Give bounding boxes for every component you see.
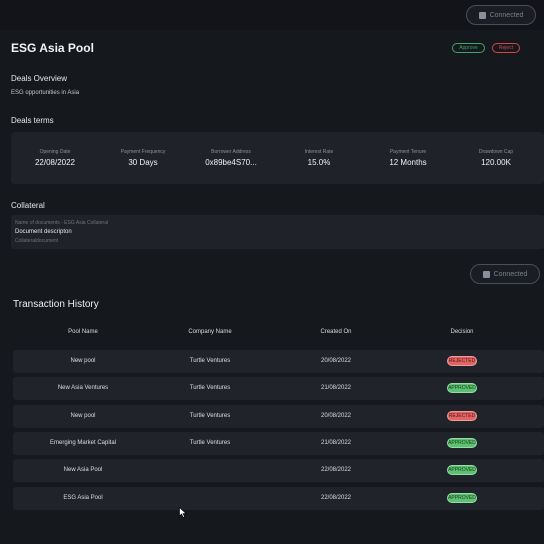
connect-wallet-button[interactable]: Connected bbox=[466, 5, 536, 25]
term-opening-date: Opening Date 22/08/2022 bbox=[15, 149, 95, 167]
status-badge: APPROVED bbox=[447, 383, 477, 393]
term-value: 120.00K bbox=[481, 158, 511, 167]
term-label: Interest Rate bbox=[304, 149, 334, 155]
connect-label: Connected bbox=[493, 270, 528, 278]
cell-created-on: 22/08/2022 bbox=[320, 495, 352, 501]
table-row[interactable]: New pool Turtle Ventures 20/08/2022 REJE… bbox=[13, 405, 544, 428]
table-row[interactable]: New Asia Ventures Turtle Ventures 21/08/… bbox=[13, 377, 544, 400]
table-row[interactable]: ESG Asia Pool 22/08/2022 APPROVED bbox=[13, 487, 544, 510]
column-header-created-on: Created On bbox=[320, 329, 352, 335]
status-badge: APPROVED bbox=[447, 438, 477, 448]
deals-terms-heading: Deals terms bbox=[11, 116, 54, 125]
cell-created-on: 22/08/2022 bbox=[320, 467, 352, 473]
cell-pool-name: New pool bbox=[70, 358, 96, 364]
cell-created-on: 20/08/2022 bbox=[320, 413, 352, 419]
collateral-heading: Collateral bbox=[11, 201, 45, 210]
term-borrower-address: Borrower Address 0x89be4S70... bbox=[191, 149, 271, 167]
collateral-description: Document descripton bbox=[15, 229, 72, 235]
table-row[interactable]: New pool Turtle Ventures 20/08/2022 REJE… bbox=[13, 350, 544, 373]
term-payment-tenure: Payment Tenure 12 Months bbox=[368, 149, 448, 167]
column-header-company-name: Company Name bbox=[188, 329, 232, 335]
term-label: Payment Frequency bbox=[120, 149, 166, 155]
cell-pool-name: Emerging Market Capital bbox=[49, 440, 117, 446]
term-value: 12 Months bbox=[389, 158, 427, 167]
deals-overview-text: ESG opportunities in Asia bbox=[11, 90, 80, 96]
term-label: Drawdown Cap bbox=[478, 149, 514, 155]
cell-pool-name: New pool bbox=[70, 413, 96, 419]
connect-button[interactable]: Connected bbox=[470, 264, 540, 284]
cell-created-on: 20/08/2022 bbox=[320, 358, 352, 364]
mouse-cursor-icon bbox=[179, 507, 187, 518]
cell-created-on: 21/08/2022 bbox=[320, 385, 352, 391]
status-badge: APPROVED bbox=[447, 493, 477, 503]
collateral-name: Name of documents - ESG Asia Collateral bbox=[15, 220, 109, 226]
term-label: Payment Tenure bbox=[389, 149, 427, 155]
cell-company-name: Turtle Ventures bbox=[189, 413, 231, 419]
cell-created-on: 21/08/2022 bbox=[320, 440, 352, 446]
status-badge: REJECTED bbox=[447, 356, 477, 366]
term-value: 15.0% bbox=[307, 158, 331, 167]
term-value: 0x89be4S70... bbox=[205, 158, 257, 167]
transaction-history-title: Transaction History bbox=[13, 299, 99, 310]
connect-label: Connected bbox=[489, 11, 524, 19]
wallet-icon bbox=[482, 270, 490, 278]
page-title: ESG Asia Pool bbox=[11, 41, 94, 55]
term-label: Opening Date bbox=[39, 149, 71, 155]
collateral-card: Name of documents - ESG Asia Collateral … bbox=[11, 215, 544, 249]
column-header-pool-name: Pool Name bbox=[68, 329, 98, 335]
wallet-icon bbox=[478, 11, 486, 19]
deals-terms-card: Opening Date 22/08/2022 Payment Frequenc… bbox=[11, 132, 544, 184]
term-drawdown-cap: Drawdown Cap 120.00K bbox=[456, 149, 536, 167]
table-row[interactable]: New Asia Pool 22/08/2022 APPROVED bbox=[13, 459, 544, 482]
cell-company-name: Turtle Ventures bbox=[189, 440, 231, 446]
approve-button[interactable]: Approve bbox=[452, 43, 485, 53]
term-payment-frequency: Payment Frequency 30 Days bbox=[103, 149, 183, 167]
term-value: 22/08/2022 bbox=[34, 158, 76, 167]
cell-pool-name: ESG Asia Pool bbox=[63, 495, 103, 501]
cell-company-name: Turtle Ventures bbox=[189, 385, 231, 391]
column-header-decision: Decision bbox=[450, 329, 474, 335]
term-label: Borrower Address bbox=[211, 149, 251, 155]
top-bar bbox=[0, 0, 544, 30]
collateral-document-link[interactable]: Collateraldocument bbox=[15, 238, 59, 244]
cell-pool-name: New Asia Pool bbox=[63, 467, 103, 473]
term-interest-rate: Interest Rate 15.0% bbox=[279, 149, 359, 167]
table-row[interactable]: Emerging Market Capital Turtle Ventures … bbox=[13, 432, 544, 455]
status-badge: REJECTED bbox=[447, 411, 477, 421]
status-badge: APPROVED bbox=[447, 465, 477, 475]
cell-company-name: Turtle Ventures bbox=[189, 358, 231, 364]
deals-overview-heading: Deals Overview bbox=[11, 74, 68, 83]
term-value: 30 Days bbox=[128, 158, 158, 167]
cell-pool-name: New Asia Ventures bbox=[57, 385, 109, 391]
reject-button[interactable]: Reject bbox=[492, 43, 520, 53]
